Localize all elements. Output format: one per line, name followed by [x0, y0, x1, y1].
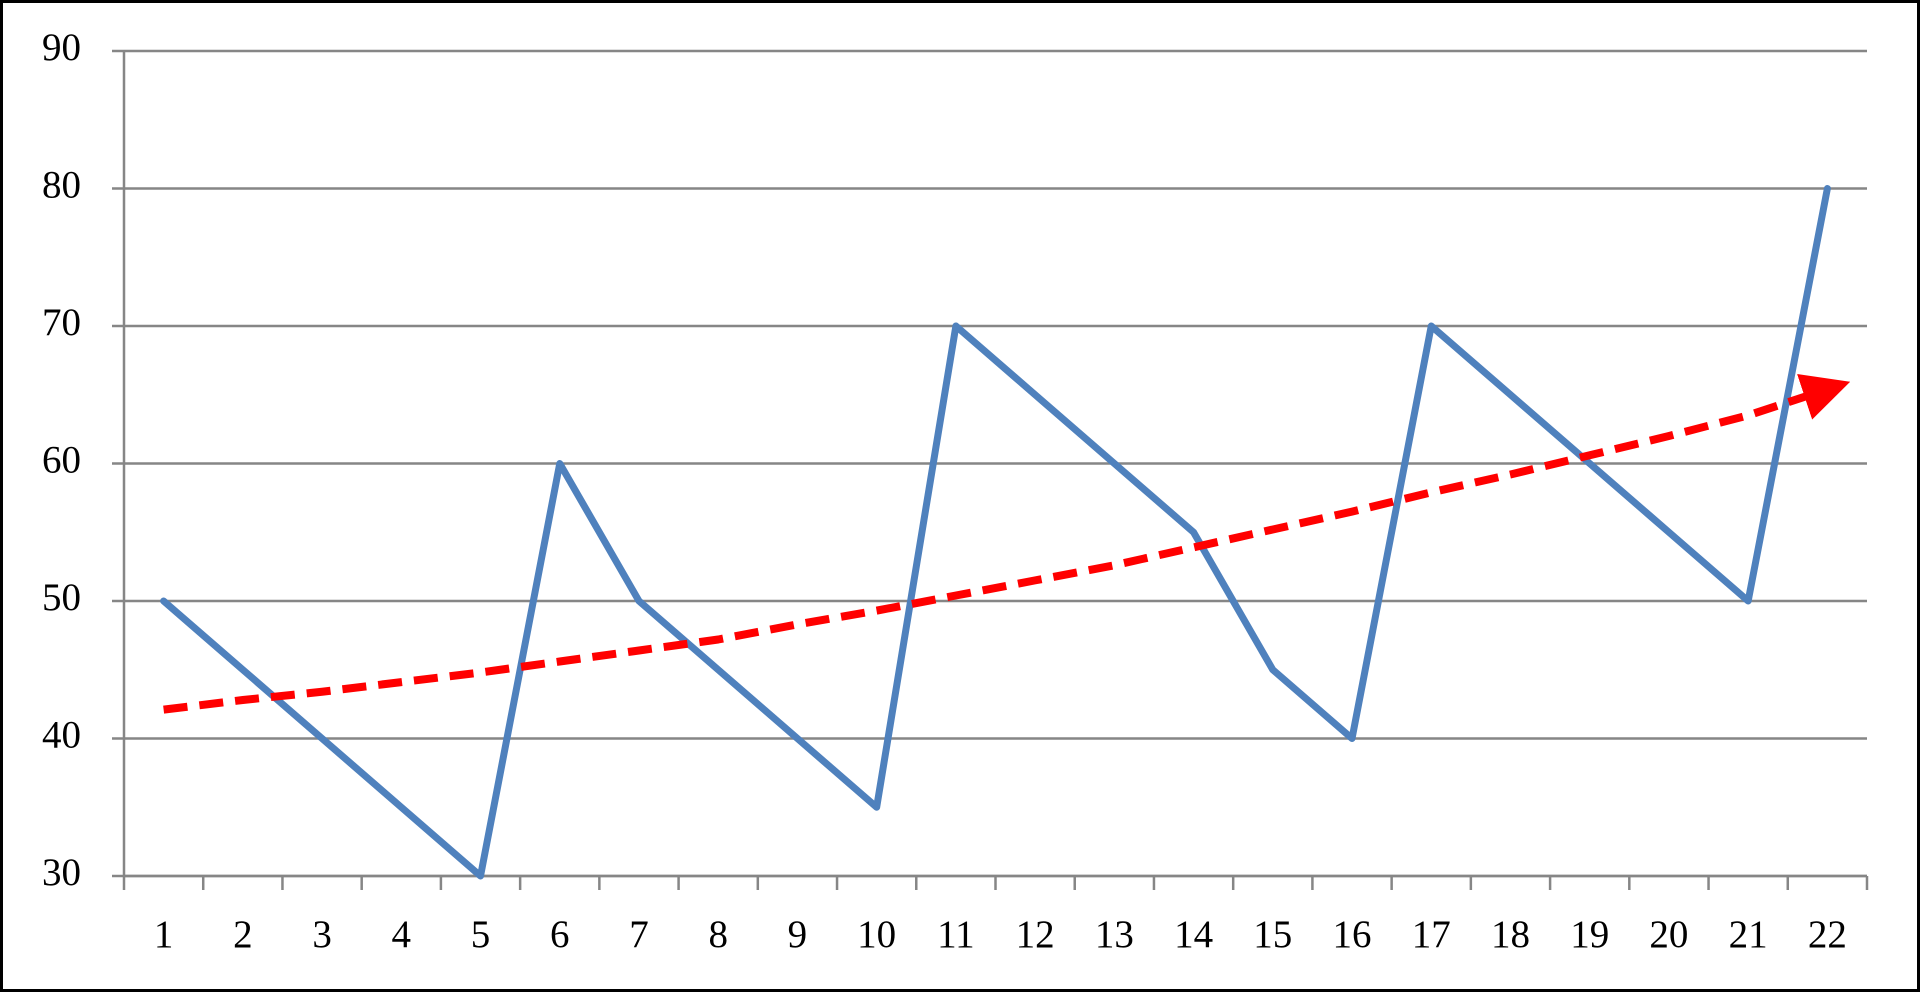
x-tick-label: 22 [1808, 913, 1847, 956]
x-tick-label: 11 [937, 913, 975, 956]
x-tick-label: 10 [857, 913, 896, 956]
x-tick-label: 1 [154, 913, 174, 956]
y-tick-label: 30 [42, 851, 81, 894]
x-tick-label: 18 [1491, 913, 1530, 956]
trend-line [163, 373, 1851, 714]
x-tick-label: 6 [550, 913, 570, 956]
y-tick-label: 80 [42, 163, 81, 206]
x-tick-label: 9 [788, 913, 808, 956]
x-tick-label: 20 [1649, 913, 1688, 956]
x-tick-label: 19 [1570, 913, 1609, 956]
x-tick-label: 14 [1174, 913, 1213, 956]
x-tick-label: 17 [1412, 913, 1451, 956]
y-tick-label: 70 [42, 301, 81, 344]
x-tick-label: 21 [1729, 913, 1768, 956]
x-tick-label: 8 [708, 913, 728, 956]
series-line [160, 185, 1831, 880]
y-tick-label: 90 [42, 26, 81, 69]
x-tick-label: 16 [1333, 913, 1372, 956]
x-tick-label: 2 [233, 913, 253, 956]
x-tick-label: 15 [1253, 913, 1292, 956]
x-tick-label: 7 [629, 913, 649, 956]
x-tick-label: 5 [471, 913, 491, 956]
x-tick-label: 3 [312, 913, 332, 956]
y-tick-label: 50 [42, 576, 81, 619]
x-tick-label: 13 [1095, 913, 1134, 956]
y-tick-label: 60 [42, 438, 81, 481]
y-tick-label: 40 [42, 713, 81, 756]
x-tick-label: 12 [1016, 913, 1055, 956]
x-tick-label: 4 [392, 913, 412, 956]
